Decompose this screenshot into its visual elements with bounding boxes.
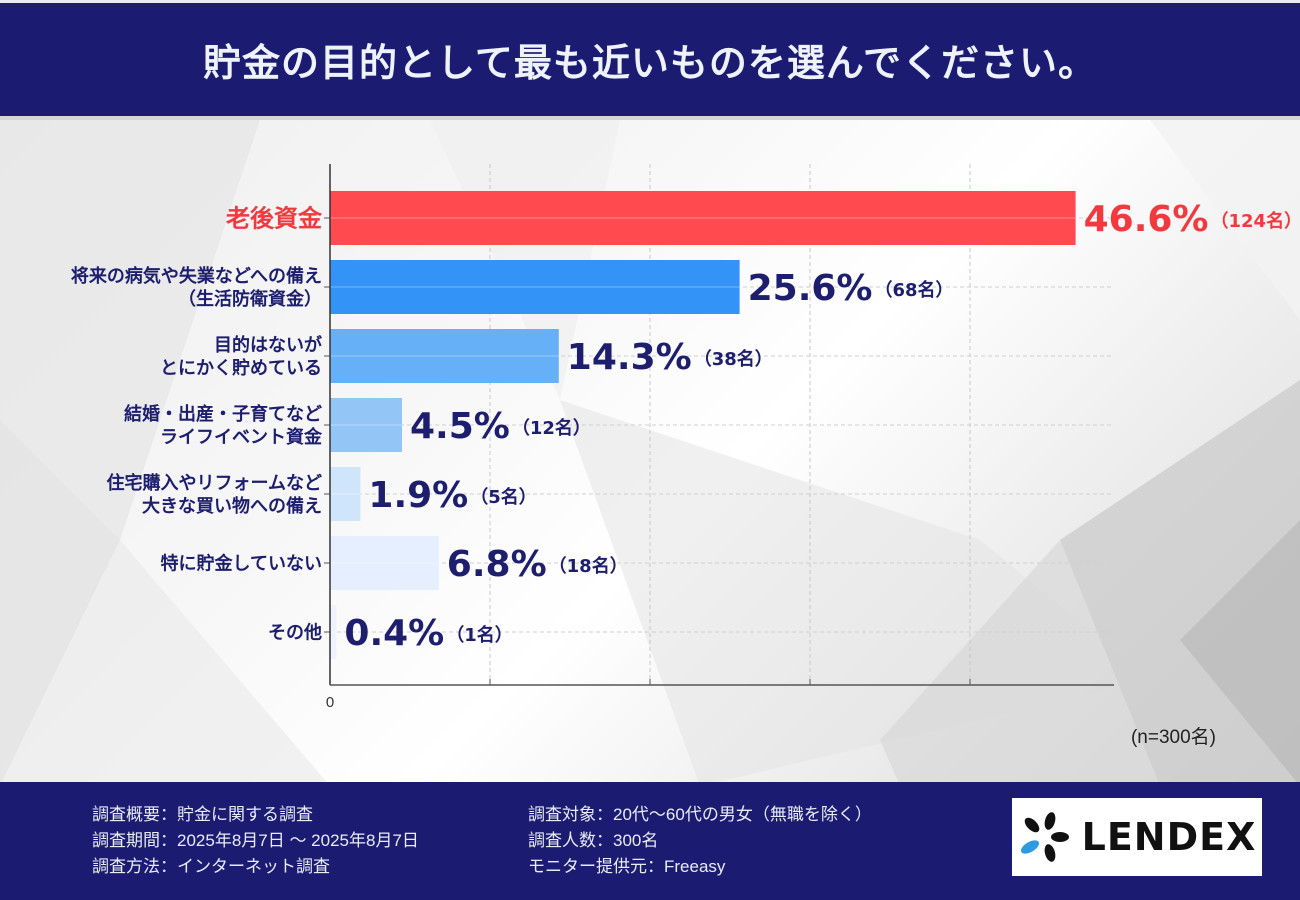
category-label: 老後資金 bbox=[226, 205, 323, 233]
x-tick-label: 0 bbox=[326, 694, 334, 711]
bar-chart: 0 老後資金 46.6% （124名） 将来の病気や失業などへの備え（生活防衛資金） 25… bbox=[71, 164, 1300, 711]
survey-period: 調査期間：2025年8月7日 ～ 2025年8月7日 bbox=[92, 831, 419, 850]
count-label: （1名） bbox=[446, 624, 513, 646]
survey-summary: 調査概要：貯金に関する調査 bbox=[92, 805, 313, 824]
page-title: 貯金の目的として最も近いものを選んでください。 bbox=[203, 41, 1097, 85]
count-label: （12名） bbox=[512, 417, 591, 439]
survey-info-right: 調査対象：20代～60代の男女（無職を除く） 調査人数：300名 モニター提供元… bbox=[528, 802, 872, 880]
footer: 調査概要：貯金に関する調査 調査期間：2025年8月7日 ～ 2025年8月7日… bbox=[0, 782, 1300, 900]
survey-method: 調査方法：インターネット調査 bbox=[92, 857, 330, 876]
count-label: （18名） bbox=[549, 555, 628, 577]
category-label: 大きな買い物への備え bbox=[142, 495, 322, 517]
lendex-logo: LENDEX bbox=[1012, 798, 1262, 876]
value-label: 14.3% bbox=[567, 337, 692, 378]
logo-text: LENDEX bbox=[1081, 815, 1257, 859]
count-label: （5名） bbox=[470, 486, 537, 508]
bar bbox=[330, 260, 740, 314]
flower-petals-icon bbox=[1020, 812, 1069, 862]
value-label: 0.4% bbox=[344, 613, 444, 654]
header-banner: 貯金の目的として最も近いものを選んでください。 bbox=[0, 0, 1300, 116]
category-label: その他 bbox=[268, 621, 322, 643]
sample-size-note: (n=300名) bbox=[1130, 727, 1216, 748]
survey-count: 調査人数：300名 bbox=[528, 831, 659, 850]
count-label: （124名） bbox=[1211, 210, 1300, 232]
value-label: 6.8% bbox=[447, 544, 547, 585]
bar bbox=[330, 329, 559, 383]
value-label: 1.9% bbox=[368, 475, 468, 516]
category-label: 特に貯金していない bbox=[161, 552, 322, 574]
background-polygons bbox=[0, 120, 1300, 782]
category-label: 住宅購入やリフォームなど bbox=[107, 472, 322, 494]
bar bbox=[330, 536, 439, 590]
survey-info-left: 調査概要：貯金に関する調査 調査期間：2025年8月7日 ～ 2025年8月7日… bbox=[92, 802, 419, 880]
category-label: （生活防衛資金） bbox=[178, 288, 322, 310]
bar bbox=[330, 605, 337, 659]
bar bbox=[330, 467, 361, 521]
bar bbox=[330, 398, 402, 452]
survey-provider: モニター提供元：Freeasy bbox=[528, 857, 726, 876]
chart-panel: 0 老後資金 46.6% （124名） 将来の病気や失業などへの備え （生活防衛資金） 25… bbox=[0, 116, 1300, 782]
count-label: （38名） bbox=[694, 348, 773, 370]
value-label: 25.6% bbox=[748, 268, 873, 309]
value-label: 4.5% bbox=[410, 406, 510, 447]
category-label: 目的はないが bbox=[214, 334, 322, 356]
bar bbox=[330, 191, 1076, 245]
category-label: ライフイベント資金 bbox=[160, 426, 323, 448]
category-label: とにかく貯めている bbox=[160, 357, 322, 379]
value-label: 46.6% bbox=[1084, 199, 1209, 240]
survey-target: 調査対象：20代～60代の男女（無職を除く） bbox=[528, 805, 872, 824]
category-label: 結婚・出産・子育てなど bbox=[124, 403, 322, 425]
count-label: （68名） bbox=[875, 279, 954, 301]
category-label: 将来の病気や失業などへの備え bbox=[71, 265, 322, 287]
